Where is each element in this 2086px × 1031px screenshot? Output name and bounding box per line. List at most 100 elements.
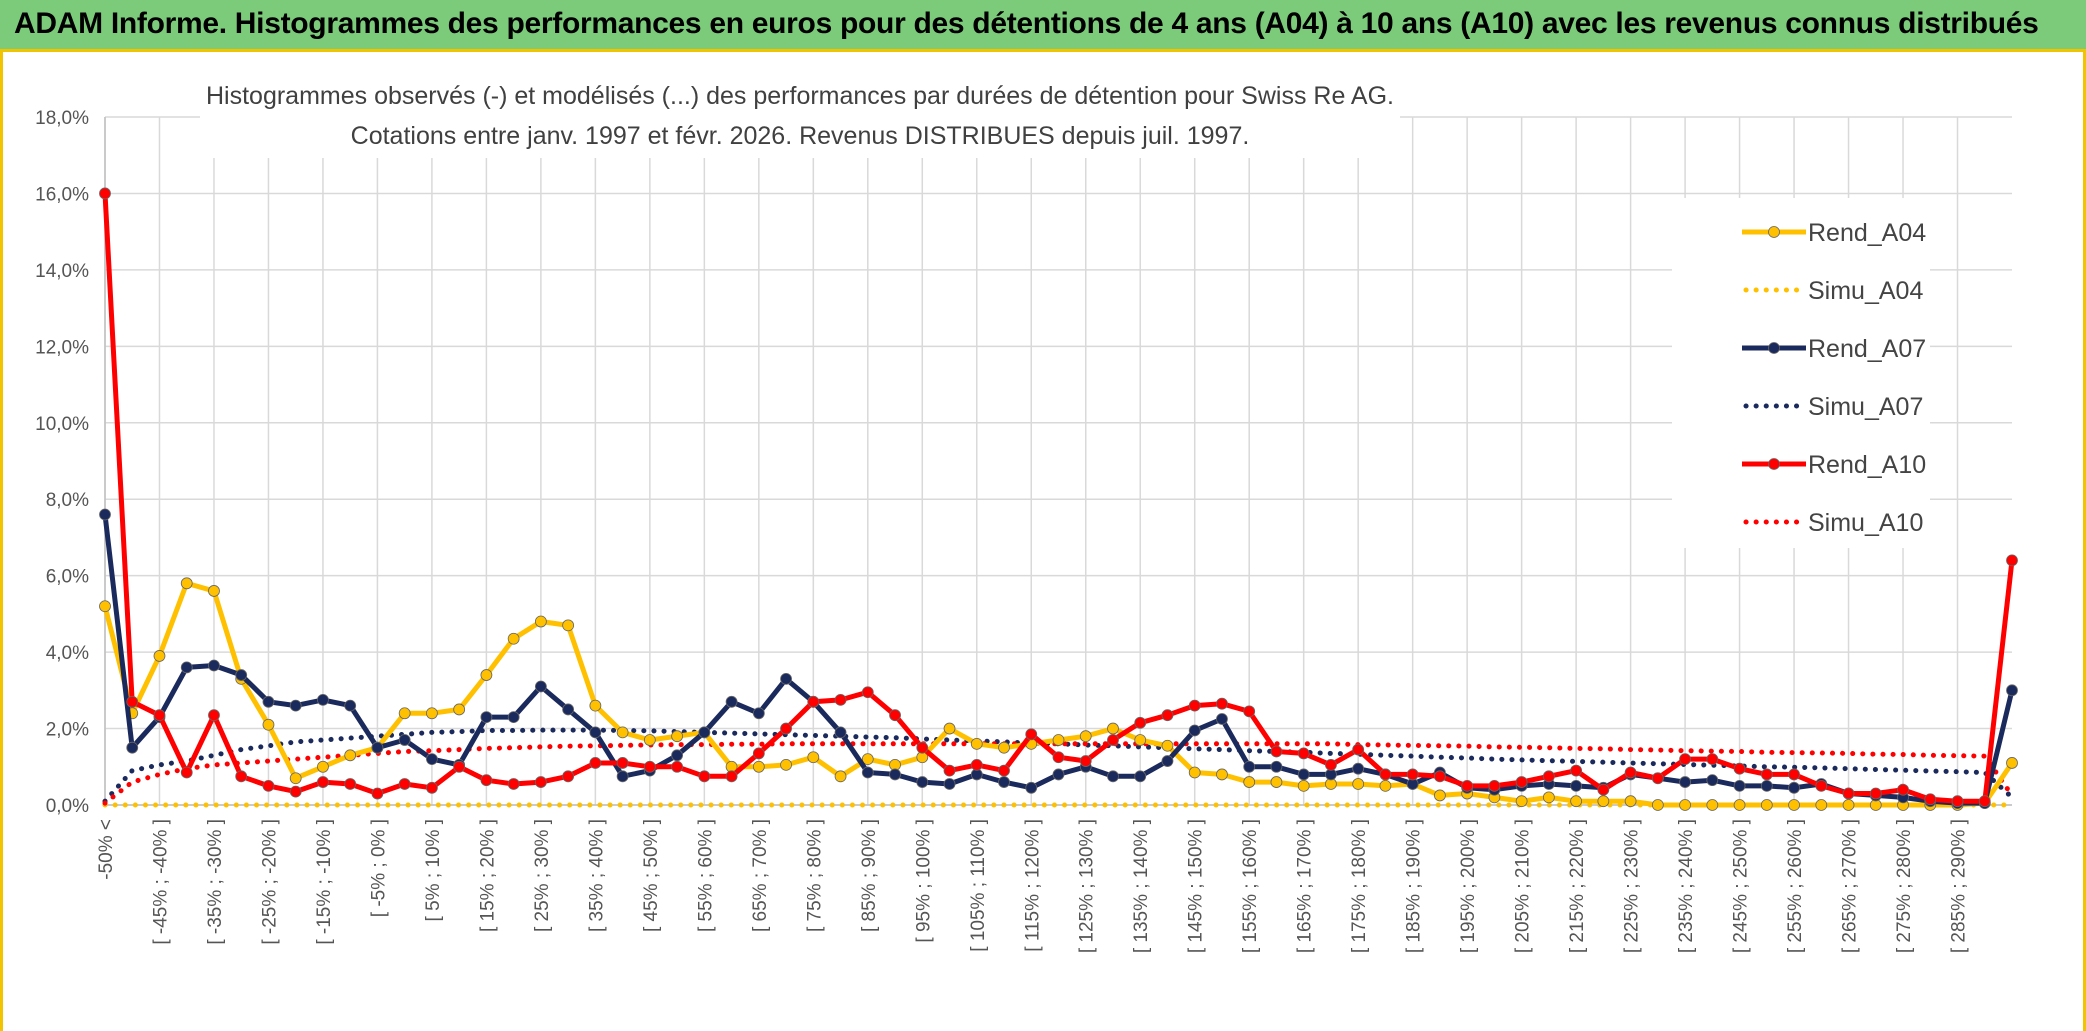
data-point-Rend_A04 (752, 760, 765, 773)
data-point-Rend_A04 (1760, 799, 1773, 811)
data-point-Rend_A04 (861, 753, 874, 766)
data-point-Rend_A04 (1107, 722, 1119, 735)
x-tick-label: [ 135% ; 140% ] (1131, 819, 1152, 953)
data-point-Rend_A07 (1107, 770, 1119, 783)
y-tick-label: 4,0% (46, 643, 89, 664)
x-tick-label: [ -5% ; 0% ] (368, 819, 389, 917)
y-tick-label: 14,0% (35, 261, 89, 282)
data-point-Rend_A07 (1052, 768, 1065, 781)
data-point-Rend_A07 (1161, 755, 1174, 767)
data-point-Rend_A04 (426, 707, 438, 720)
data-point-Rend_A10 (698, 770, 711, 783)
data-point-Rend_A07 (1352, 762, 1365, 775)
data-point-Rend_A07 (1243, 760, 1256, 773)
y-tick-label: 8,0% (46, 490, 89, 511)
data-point-Rend_A04 (1352, 778, 1365, 790)
data-point-Rend_A10 (289, 785, 302, 798)
data-point-Rend_A04 (1651, 799, 1664, 811)
x-tick-label: [ 105% ; 110% ] (968, 819, 989, 952)
y-tick-label: 0,0% (46, 796, 89, 817)
x-tick-label: [ -25% ; -20% ] (259, 819, 280, 945)
data-point-Rend_A04 (1679, 799, 1691, 811)
data-point-Rend_A10 (1951, 795, 1964, 808)
data-point-Rend_A10 (643, 760, 656, 773)
data-point-Rend_A10 (317, 776, 329, 788)
y-tick-label: 6,0% (46, 567, 89, 588)
data-point-Rend_A10 (180, 766, 193, 779)
data-point-Rend_A04 (1216, 768, 1228, 781)
data-point-Rend_A10 (1243, 705, 1256, 718)
x-tick-label: -50% < (96, 819, 117, 880)
chart-title-line: Cotations entre janv. 1997 et févr. 2026… (351, 122, 1250, 150)
x-tick-label: [ 115% ; 120% ] (1022, 819, 1043, 952)
data-point-Rend_A10 (235, 770, 248, 783)
y-axis-ticks: 0,0% 2,0% 4,0% 6,0% 8,0% 10,0% 12,0% 14,0% 16,0%… (35, 108, 89, 817)
x-tick-label: [ -15% ; -10% ] (314, 819, 335, 945)
x-tick-label: [ 275% ; 280% ] (1894, 819, 1915, 953)
data-point-Rend_A10 (1788, 768, 1800, 781)
data-point-Rend_A10 (507, 778, 520, 790)
x-tick-label: [ 265% ; 270% ] (1840, 819, 1861, 953)
data-point-Rend_A10 (970, 758, 983, 771)
data-point-Rend_A07 (1216, 713, 1228, 725)
data-point-Rend_A04 (453, 703, 466, 716)
x-tick-label: [ 165% ; 170% ] (1295, 819, 1316, 953)
data-point-Rend_A07 (725, 695, 738, 708)
legend-background (1672, 198, 1930, 548)
chart-title-line: Histogrammes observés (-) et modélisés (… (206, 82, 1394, 110)
data-point-Rend_A07 (126, 741, 139, 754)
x-tick-label: [ 55% ; 60% ] (695, 819, 716, 932)
x-tick-label: [ 65% ; 70% ] (750, 819, 771, 932)
data-point-Rend_A07 (480, 711, 493, 723)
x-tick-label: [ -35% ; -30% ] (205, 819, 226, 945)
y-tick-label: 16,0% (35, 184, 89, 205)
data-point-Rend_A10 (725, 770, 738, 783)
x-tick-label: [ 95% ; 100% ] (913, 819, 934, 943)
data-point-Rend_A10 (1379, 768, 1392, 781)
data-point-Rend_A10 (834, 693, 847, 706)
data-point-Rend_A04 (943, 722, 956, 735)
data-point-Rend_A10 (616, 757, 629, 769)
legend-marker-Rend_A04 (1768, 226, 1780, 238)
data-point-Rend_A04 (1815, 799, 1828, 811)
data-point-Rend_A04 (834, 770, 847, 783)
data-point-Rend_A10 (1107, 734, 1119, 746)
data-point-Rend_A10 (671, 760, 683, 773)
x-axis-ticks: -50% < [ -45% ; -40% ] [ -35% ; -30% ] [ -2… (96, 819, 1970, 953)
data-point-Rend_A10 (99, 187, 111, 200)
data-point-Rend_A04 (616, 726, 629, 739)
data-point-Rend_A10 (1706, 753, 1719, 766)
data-point-Rend_A04 (534, 615, 547, 628)
data-point-Rend_A10 (1760, 768, 1773, 781)
data-point-Rend_A10 (1515, 776, 1528, 788)
data-point-Rend_A07 (289, 699, 302, 712)
data-point-Rend_A04 (780, 758, 792, 771)
y-tick-label: 12,0% (35, 337, 89, 358)
data-point-Rend_A04 (970, 737, 983, 750)
data-point-Rend_A04 (507, 632, 520, 645)
data-point-Rend_A07 (1706, 774, 1719, 787)
data-point-Rend_A04 (1788, 799, 1800, 811)
data-point-Rend_A10 (998, 764, 1010, 777)
data-point-Rend_A07 (1297, 768, 1310, 781)
data-point-Rend_A10 (1978, 795, 1991, 808)
data-point-Rend_A07 (562, 703, 575, 716)
x-tick-label: [ 15% ; 20% ] (477, 819, 498, 932)
data-point-Rend_A04 (1243, 776, 1256, 788)
data-point-Rend_A04 (1434, 789, 1446, 802)
data-point-Rend_A10 (1869, 787, 1882, 800)
data-point-Rend_A10 (1434, 770, 1446, 783)
data-point-Rend_A04 (1515, 795, 1528, 808)
x-tick-label: [ 85% ; 90% ] (859, 819, 880, 932)
data-point-Rend_A10 (1815, 779, 1828, 792)
data-point-Rend_A10 (1924, 793, 1937, 806)
legend-marker-Rend_A10 (1768, 458, 1780, 470)
data-point-Rend_A10 (1352, 743, 1365, 756)
x-tick-label: [ 205% ; 210% ] (1513, 819, 1534, 953)
x-tick-label: [ 255% ; 260% ] (1785, 819, 1806, 953)
data-point-Rend_A04 (1624, 795, 1637, 808)
data-point-Rend_A10 (1325, 758, 1337, 771)
data-point-Rend_A10 (344, 778, 357, 790)
data-point-Rend_A10 (153, 709, 166, 722)
data-point-Rend_A10 (889, 709, 901, 722)
